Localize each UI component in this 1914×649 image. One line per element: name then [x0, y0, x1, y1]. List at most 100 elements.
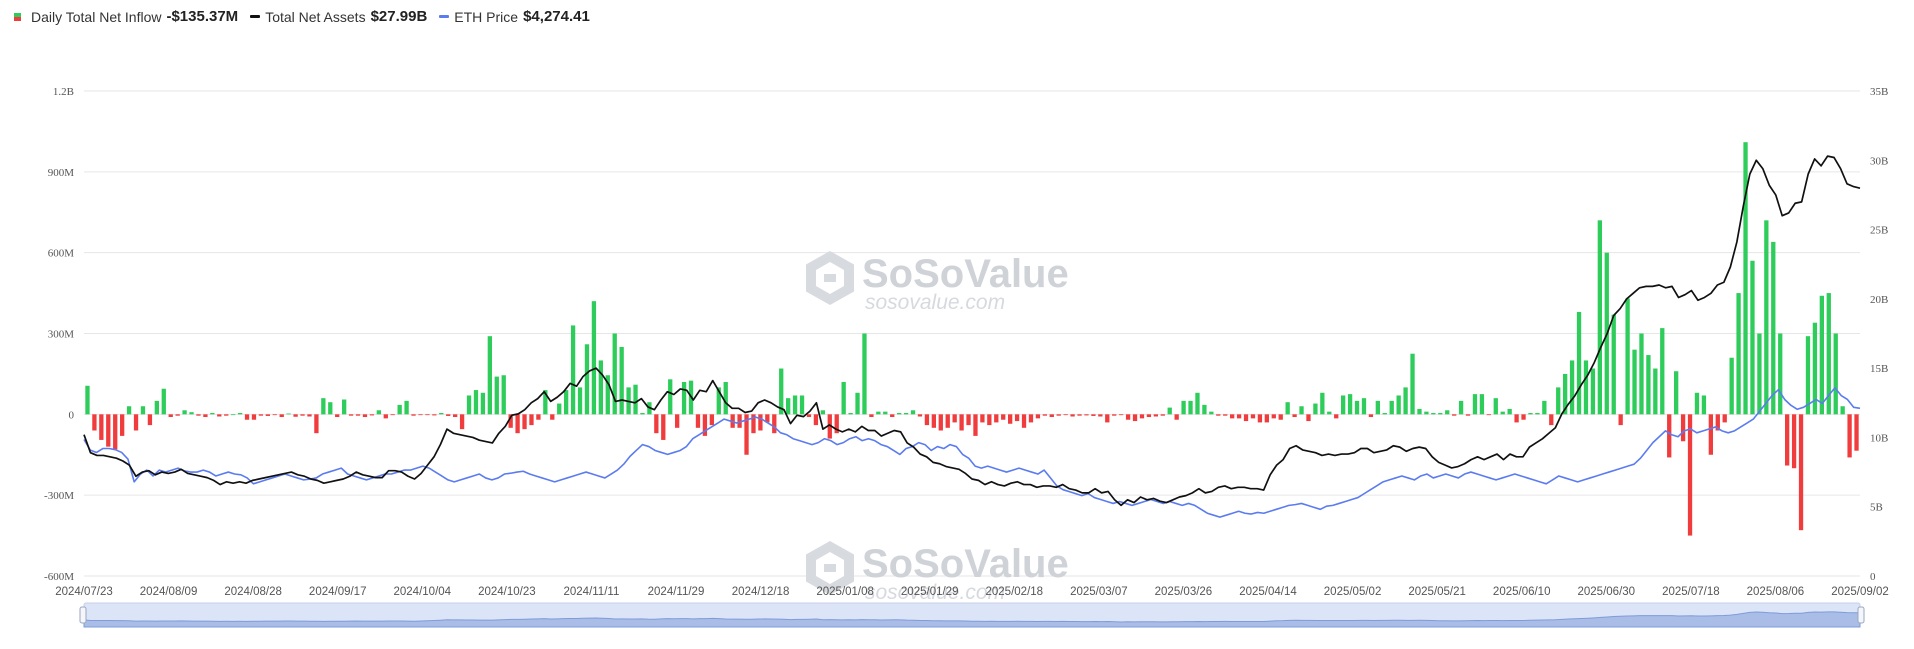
inflow-bar: [1153, 414, 1158, 417]
inflow-bar: [1139, 414, 1145, 419]
inflow-bar: [1063, 414, 1068, 416]
x-tick-label: 2025/08/06: [1747, 586, 1805, 598]
inflow-bar: [584, 344, 590, 415]
y-left-tick-label: 900M: [48, 167, 75, 179]
inflow-bar: [640, 412, 645, 415]
inflow-bar: [1264, 414, 1269, 423]
inflow-bar: [855, 392, 860, 415]
inflow-bar: [411, 414, 416, 416]
inflow-bar: [1833, 333, 1838, 415]
inflow-bar: [1368, 414, 1374, 418]
x-tick-label: 2025/01/08: [816, 586, 874, 598]
x-tick-label: 2024/08/09: [140, 586, 198, 598]
inflow-bar: [1396, 395, 1401, 415]
inflow-bar: [1403, 387, 1408, 415]
inflow-bar: [335, 414, 340, 418]
inflow-bar: [425, 414, 430, 416]
inflow-bar: [605, 375, 610, 415]
y-left-tick-label: 300M: [48, 329, 75, 341]
inflow-bar: [355, 414, 361, 416]
price-line-swatch-icon: [439, 15, 450, 18]
inflow-bar: [869, 414, 874, 418]
inflow-bar: [827, 414, 832, 439]
inflow-bar: [307, 414, 312, 417]
x-tick-label: 2025/09/02: [1831, 586, 1889, 598]
inflow-bar: [1694, 392, 1700, 415]
inflow-bar: [1014, 414, 1020, 422]
inflow-bar: [92, 414, 97, 431]
inflow-bar: [1687, 414, 1693, 536]
inflow-bar: [1757, 333, 1762, 415]
inflow-bar: [550, 414, 555, 420]
inflow-bar: [1091, 414, 1096, 416]
inflow-bar: [210, 412, 215, 415]
inflow-bar: [314, 414, 319, 434]
inflow-bar: [681, 382, 687, 415]
series-lines: [83, 155, 1861, 518]
inflow-bar: [945, 414, 950, 428]
inflow-bar: [106, 414, 111, 447]
inflow-bar: [612, 333, 617, 415]
watermark-brand: SoSoValue: [862, 252, 1069, 296]
inflow-bar: [737, 414, 742, 428]
inflow-bar: [1292, 414, 1297, 418]
inflow-bar: [133, 414, 139, 431]
inflow-bar: [1375, 400, 1380, 415]
inflow-bar: [1632, 349, 1637, 415]
y-right-tick-label: 20B: [1870, 294, 1888, 306]
inflow-bar: [1736, 293, 1741, 415]
inflow-bar: [1299, 406, 1304, 415]
inflow-bar: [848, 412, 853, 415]
inflow-bar: [1174, 414, 1179, 420]
inflow-bar: [994, 414, 999, 423]
inflow-bar: [1195, 392, 1200, 415]
inflow-bar: [1209, 411, 1214, 415]
inflow-bar: [480, 392, 486, 415]
inflow-bar: [1611, 314, 1616, 415]
inflow-bar: [897, 412, 902, 415]
inflow-bar: [1847, 414, 1852, 458]
legend-item-net-assets[interactable]: Total Net Assets $27.99B: [250, 8, 427, 25]
inflow-bar: [459, 414, 465, 430]
inflow-bar: [529, 414, 534, 426]
inflow-bar: [598, 360, 603, 415]
inflow-bar: [99, 414, 104, 440]
x-tick-label: 2025/05/21: [1408, 586, 1466, 598]
inflow-bar: [1216, 414, 1221, 416]
range-navigator[interactable]: [79, 602, 1865, 628]
x-tick-label: 2024/09/17: [309, 586, 367, 598]
inflow-bar: [362, 414, 368, 418]
inflow-bar: [1361, 398, 1367, 415]
x-tick-label: 2025/01/29: [901, 586, 959, 598]
inflow-bar: [466, 395, 472, 415]
inflow-bar: [1160, 414, 1165, 416]
y-left-tick-label: -600M: [44, 571, 74, 583]
inflow-bar: [1764, 220, 1769, 415]
inflow-bar: [1250, 414, 1256, 419]
inflow-bar: [1528, 412, 1533, 415]
inflow-bar: [1008, 414, 1013, 424]
inflow-bar: [126, 406, 132, 415]
legend-item-daily-inflow[interactable]: Daily Total Net Inflow -$135.37M: [14, 8, 238, 25]
inflow-bar: [834, 414, 839, 434]
inflow-bar: [716, 387, 721, 415]
inflow-bar: [695, 414, 701, 428]
inflow-bar: [1563, 373, 1568, 415]
inflow-bar: [1583, 360, 1589, 415]
inflow-bar: [1618, 414, 1623, 426]
inflow-bar: [675, 414, 680, 428]
inflow-bar: [591, 301, 597, 415]
inflow-bar: [1771, 241, 1776, 415]
inflow-bar: [1812, 322, 1818, 415]
y-right-tick-label: 0: [1870, 571, 1876, 583]
inflow-bar: [439, 412, 444, 415]
inflow-bar: [786, 398, 791, 415]
inflow-bar: [1243, 414, 1249, 422]
inflow-bar: [237, 412, 243, 415]
x-tick-label: 2025/07/18: [1662, 586, 1720, 598]
inflow-bar: [1597, 220, 1602, 415]
inflow-bar: [654, 414, 659, 434]
legend-item-eth-price[interactable]: ETH Price $4,274.41: [439, 8, 590, 25]
x-tick-label: 2024/10/04: [394, 586, 452, 598]
